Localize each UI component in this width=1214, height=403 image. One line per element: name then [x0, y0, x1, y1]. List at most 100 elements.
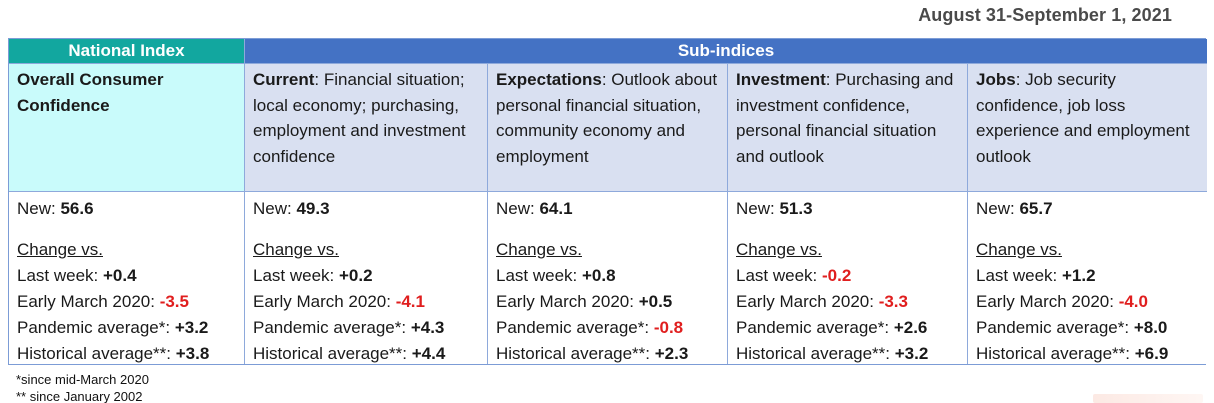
change-row-pandemic-avg: Pandemic average*: +4.3 [253, 315, 481, 341]
new-value: 51.3 [779, 199, 813, 218]
change-label: Early March 2020: [496, 292, 634, 311]
change-row-last-week: Last week: +0.2 [253, 263, 481, 289]
spacer [736, 222, 961, 237]
change-row-last-week: Last week: +0.8 [496, 263, 721, 289]
new-label: New: [976, 199, 1015, 218]
change-row-last-week: Last week: +1.2 [976, 263, 1201, 289]
change-label: Last week: [17, 266, 99, 285]
change-row-pandemic-avg: Pandemic average*: +2.6 [736, 315, 961, 341]
change-value: +0.2 [339, 266, 373, 285]
change-label: Pandemic average*: [253, 318, 407, 337]
change-label: Pandemic average*: [17, 318, 171, 337]
column-desc-rest: : Purchasing and investment confidence, … [736, 70, 954, 166]
new-label: New: [736, 199, 775, 218]
change-label: Historical average**: [496, 344, 651, 363]
change-heading: Change vs. [17, 240, 103, 259]
change-value: +4.4 [411, 344, 446, 363]
change-label: Historical average**: [253, 344, 408, 363]
column-desc-investment: Investment: Purchasing and investment co… [728, 64, 968, 192]
change-label: Last week: [976, 266, 1058, 285]
data-cell-investment: New: 51.3 Change vs. Last week: -0.2 Ear… [728, 192, 968, 364]
change-label: Pandemic average*: [976, 318, 1130, 337]
new-value: 64.1 [539, 199, 573, 218]
new-label: New: [17, 199, 56, 218]
change-row-historical-avg: Historical average**: +6.9 [976, 341, 1201, 367]
change-row-early-march: Early March 2020: +0.5 [496, 289, 721, 315]
date-label: August 31-September 1, 2021 [918, 5, 1172, 25]
change-heading: Change vs. [736, 240, 822, 259]
change-row-pandemic-avg: Pandemic average*: +3.2 [17, 315, 238, 341]
change-label: Early March 2020: [253, 292, 391, 311]
change-value: +1.2 [1062, 266, 1096, 285]
spacer [976, 222, 1201, 237]
change-value: +6.9 [1134, 344, 1169, 363]
change-row-last-week: Last week: +0.4 [17, 263, 238, 289]
change-value: -0.8 [653, 318, 684, 337]
change-value: +2.3 [654, 344, 689, 363]
change-row-pandemic-avg: Pandemic average*: +8.0 [976, 315, 1201, 341]
change-label: Historical average**: [736, 344, 891, 363]
new-label: New: [496, 199, 535, 218]
change-row-early-march: Early March 2020: -4.0 [976, 289, 1201, 315]
column-desc-expectations: Expectations: Outlook about personal fin… [488, 64, 728, 192]
change-row-early-march: Early March 2020: -3.5 [17, 289, 238, 315]
change-value: +2.6 [893, 318, 928, 337]
change-row-early-march: Early March 2020: -4.1 [253, 289, 481, 315]
footnotes: *since mid-March 2020 ** since January 2… [16, 371, 149, 403]
column-title-overall: Overall Consumer Confidence [9, 64, 245, 192]
change-value: +4.3 [410, 318, 445, 337]
change-row-historical-avg: Historical average**: +3.8 [17, 341, 238, 367]
column-desc-lead: Expectations [496, 70, 602, 89]
change-value: +8.0 [1133, 318, 1168, 337]
column-desc-current: Current: Financial situation; local econ… [245, 64, 488, 192]
faint-watermark-logo [1093, 394, 1203, 403]
change-value: +0.8 [582, 266, 616, 285]
consumer-confidence-table: National Index Sub-indices Overall Consu… [8, 38, 1207, 365]
change-label: Last week: [736, 266, 818, 285]
column-desc-jobs: Jobs: Job security confidence, job loss … [968, 64, 1207, 192]
column-desc-lead: Current [253, 70, 315, 89]
column-desc-lead: Jobs [976, 70, 1016, 89]
new-value: 65.7 [1019, 199, 1053, 218]
change-row-last-week: Last week: -0.2 [736, 263, 961, 289]
data-cell-overall: New: 56.6 Change vs. Last week: +0.4 Ear… [9, 192, 245, 364]
new-line: New: 64.1 [496, 196, 721, 222]
change-row-historical-avg: Historical average**: +2.3 [496, 341, 721, 367]
new-line: New: 51.3 [736, 196, 961, 222]
change-label: Pandemic average*: [496, 318, 650, 337]
spacer [253, 222, 481, 237]
change-label: Early March 2020: [736, 292, 874, 311]
change-heading: Change vs. [496, 240, 582, 259]
change-value: -4.1 [395, 292, 425, 311]
data-cell-jobs: New: 65.7 Change vs. Last week: +1.2 Ear… [968, 192, 1207, 364]
sub-indices-header: Sub-indices [245, 39, 1207, 64]
change-label: Early March 2020: [976, 292, 1114, 311]
change-label: Early March 2020: [17, 292, 155, 311]
change-label: Pandemic average*: [736, 318, 890, 337]
change-value: -0.2 [822, 266, 852, 285]
change-value: +0.5 [638, 292, 673, 311]
new-value: 49.3 [296, 199, 330, 218]
column-desc-rest: : Financial situation; local economy; pu… [253, 70, 466, 166]
column-desc-rest: : Job security confidence, job loss expe… [976, 70, 1190, 166]
change-row-pandemic-avg: Pandemic average*: -0.8 [496, 315, 721, 341]
change-value: +3.2 [894, 344, 929, 363]
change-value: -4.0 [1118, 292, 1148, 311]
new-value: 56.6 [60, 199, 94, 218]
change-heading: Change vs. [253, 240, 339, 259]
change-label: Last week: [496, 266, 578, 285]
change-row-historical-avg: Historical average**: +4.4 [253, 341, 481, 367]
data-cell-expectations: New: 64.1 Change vs. Last week: +0.8 Ear… [488, 192, 728, 364]
data-cell-current: New: 49.3 Change vs. Last week: +0.2 Ear… [245, 192, 488, 364]
new-line: New: 65.7 [976, 196, 1201, 222]
footnote-historical: ** since January 2002 [16, 389, 143, 403]
column-title-text: Overall Consumer Confidence [17, 70, 164, 115]
national-index-header: National Index [9, 39, 245, 64]
footnote-pandemic: *since mid-March 2020 [16, 372, 149, 387]
change-value: -3.5 [159, 292, 189, 311]
change-label: Last week: [253, 266, 335, 285]
change-label: Historical average**: [976, 344, 1131, 363]
spacer [496, 222, 721, 237]
change-value: -3.3 [878, 292, 908, 311]
